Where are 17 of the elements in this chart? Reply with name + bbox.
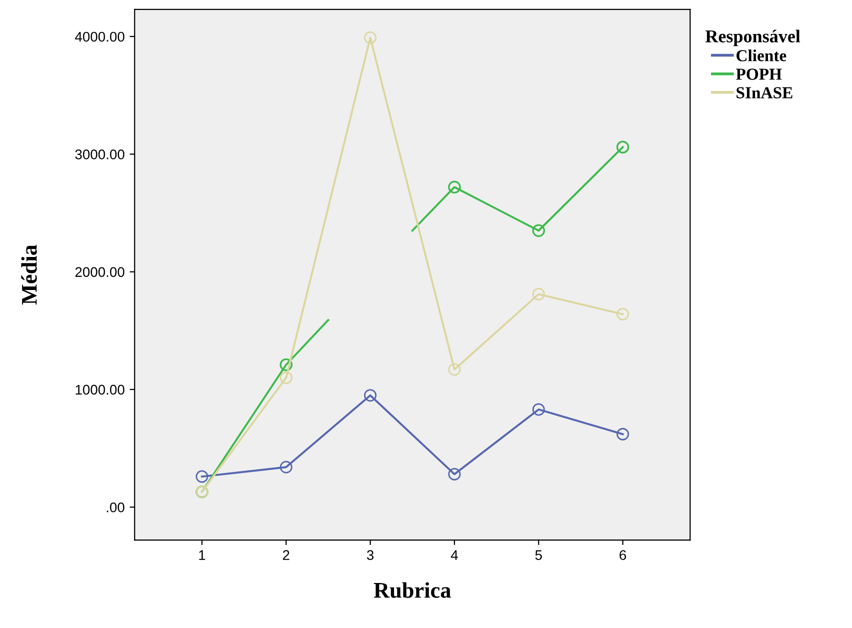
y-tick-label: 4000.00 <box>75 32 124 42</box>
legend-title: Responsável <box>705 30 800 46</box>
x-tick-label: 5 <box>535 550 542 560</box>
x-tick-label: 2 <box>282 550 290 560</box>
x-tick-label: 6 <box>620 550 626 560</box>
y-tick-label: 1000.00 <box>76 384 124 395</box>
legend-label: Cliente <box>736 50 786 62</box>
x-tick-label: 1 <box>199 550 206 560</box>
y-axis-title: Média <box>21 244 37 305</box>
y-tick-label: .00 <box>106 502 124 512</box>
x-axis-title: Rubrica <box>374 582 451 598</box>
y-tick-label: 3000.00 <box>75 149 124 160</box>
x-tick-label: 3 <box>366 550 374 560</box>
y-tick-label: 2000.00 <box>75 267 124 277</box>
x-tick-label: 4 <box>450 550 458 560</box>
legend-label: POPH <box>736 68 782 80</box>
legend-label: SInASE <box>736 87 792 98</box>
